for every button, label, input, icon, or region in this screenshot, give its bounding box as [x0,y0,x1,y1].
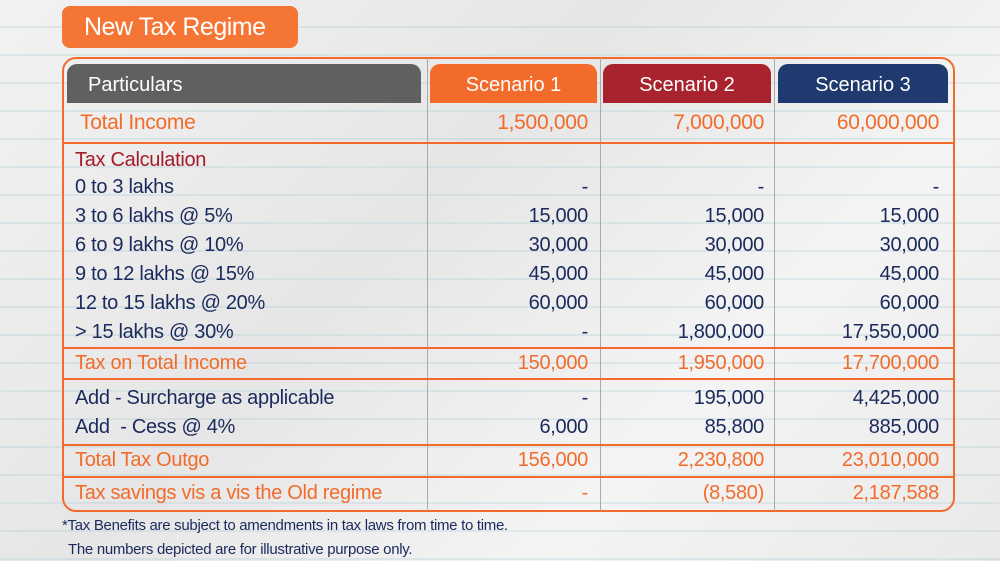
total-income-label: Total Income [80,111,196,134]
column-divider [600,58,601,511]
bracket-value-s3: 17,550,000 [841,321,939,343]
savings-s1: - [581,482,589,504]
cess-s2: 85,800 [704,416,765,438]
bracket-value-s2: 30,000 [704,234,765,256]
bracket-label: 6 to 9 lakhs @ 10% [75,234,244,256]
column-divider [774,58,775,511]
savings-label: Tax savings vis a vis the Old regime [75,482,383,504]
savings-s2: (8,580) [702,482,765,504]
row-divider [63,142,954,144]
bracket-label: > 15 lakhs @ 30% [75,321,234,343]
tax-on-total-s3: 17,700,000 [841,352,939,374]
bracket-value-s2: 45,000 [704,263,765,285]
bracket-value-s1: 15,000 [528,205,589,227]
bracket-value-s3: 15,000 [879,205,940,227]
row-divider [63,444,954,446]
bracket-value-s1: - [581,176,589,198]
footnote: The numbers depicted are for illustrativ… [68,541,413,558]
page-title: New Tax Regime [62,6,298,48]
bracket-value-s3: 30,000 [879,234,940,256]
bracket-value-s1: 45,000 [528,263,589,285]
row-divider [63,476,954,478]
cess-s3: 885,000 [868,416,940,438]
tax-on-total-label: Tax on Total Income [75,352,247,374]
header-particulars: Particulars [67,64,421,103]
total-income-s2: 7,000,000 [673,111,764,134]
cess-label: Add - Cess @ 4% [75,416,236,438]
tax-on-total-s1: 150,000 [517,352,589,374]
bracket-value-s1: 60,000 [528,292,589,314]
bracket-label: 3 to 6 lakhs @ 5% [75,205,233,227]
savings-s3: 2,187,588 [852,482,940,504]
cess-s1: 6,000 [539,416,588,438]
column-divider [427,58,428,511]
surcharge-label: Add - Surcharge as applicable [75,387,335,409]
bracket-label: 0 to 3 lakhs [75,176,174,198]
tax-table [62,57,955,512]
header-scenario-1: Scenario 1 [430,64,597,103]
surcharge-s3: 4,425,000 [852,387,940,409]
bracket-value-s1: - [581,321,589,343]
total-income-s1: 1,500,000 [497,111,588,134]
total-outgo-s1: 156,000 [517,449,589,471]
tax-on-total-s2: 1,950,000 [677,352,765,374]
bracket-label: 12 to 15 lakhs @ 20% [75,292,265,314]
total-outgo-label: Total Tax Outgo [75,449,210,471]
surcharge-s1: - [581,387,589,409]
bracket-label: 9 to 12 lakhs @ 15% [75,263,255,285]
footnote: *Tax Benefits are subject to amendments … [62,517,508,534]
total-outgo-s2: 2,230,800 [677,449,765,471]
bracket-value-s3: 45,000 [879,263,940,285]
bracket-value-s2: 60,000 [704,292,765,314]
tax-calculation-heading: Tax Calculation [75,149,207,171]
total-income-s3: 60,000,000 [836,111,939,134]
bracket-value-s3: - [932,176,940,198]
bracket-value-s2: - [757,176,765,198]
surcharge-s2: 195,000 [693,387,765,409]
header-scenario-3: Scenario 3 [778,64,948,103]
header-scenario-2: Scenario 2 [603,64,771,103]
row-divider [63,378,954,380]
bracket-value-s1: 30,000 [528,234,589,256]
bracket-value-s3: 60,000 [879,292,940,314]
bracket-value-s2: 15,000 [704,205,765,227]
total-outgo-s3: 23,010,000 [841,449,939,471]
bracket-value-s2: 1,800,000 [677,321,765,343]
row-divider [63,347,954,349]
